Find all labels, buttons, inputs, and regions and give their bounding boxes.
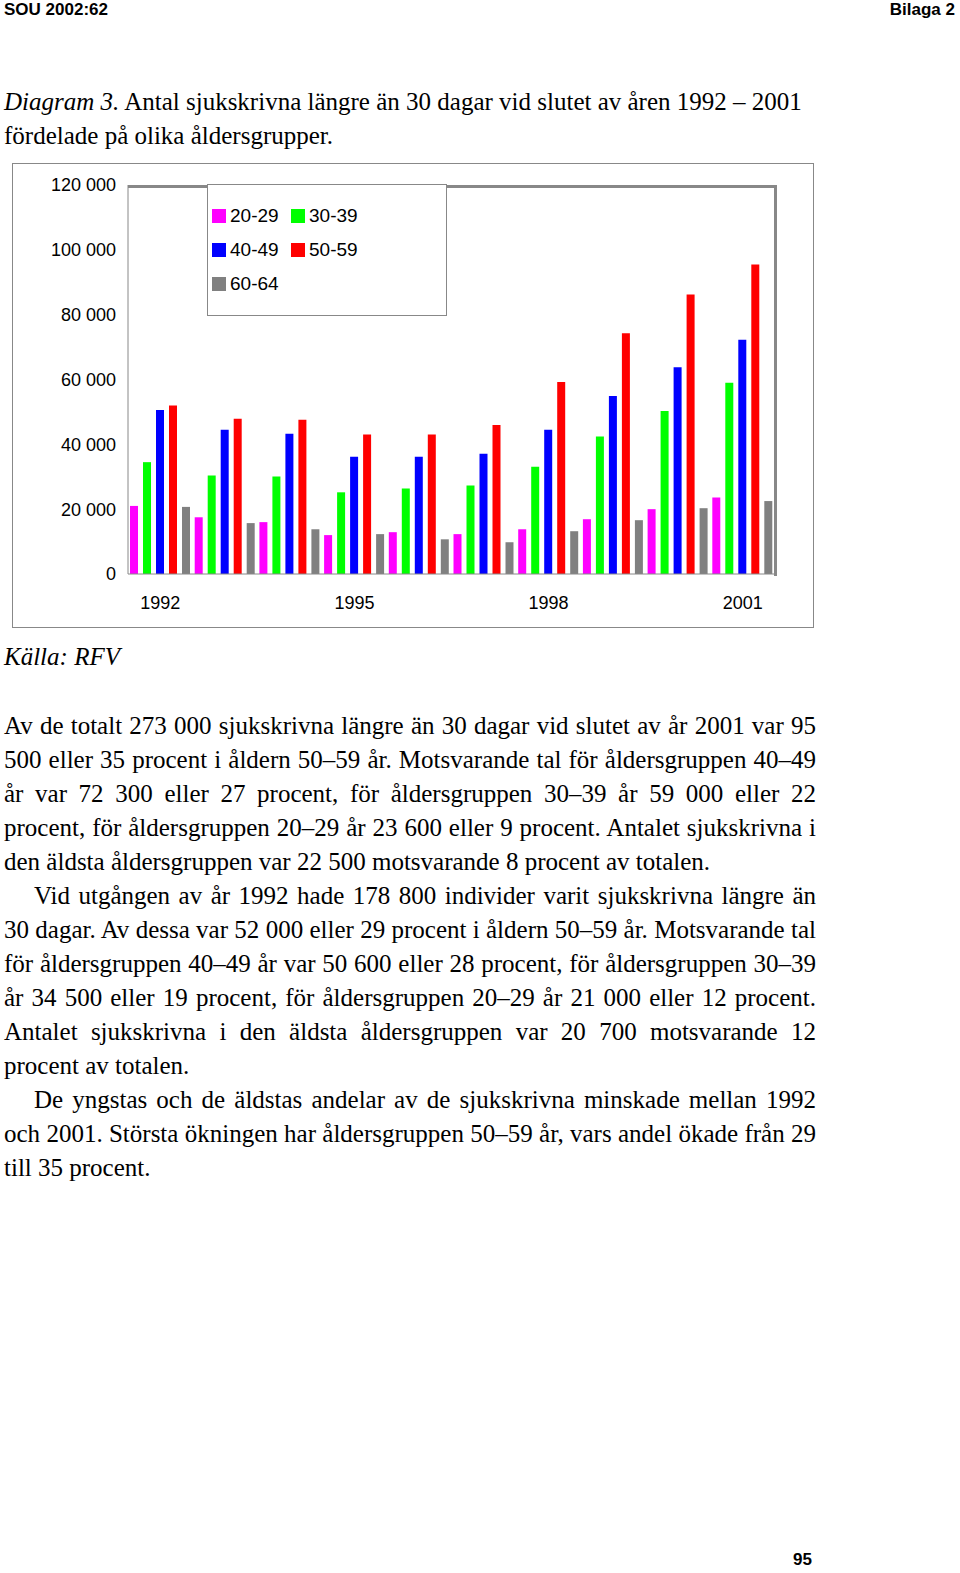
html-text:Av de totalt 273 000 sjukskriv: Av de totalt 273 000 sjukskrivna längre … (4, 712, 816, 875)
svg-text:80 000: 80 000 (61, 305, 116, 325)
html-text:40-49: 40-49 (230, 239, 279, 260)
html-text:SOU 2002:62: SOU 2002:62 (4, 0, 108, 19)
svg-text:0: 0 (106, 564, 116, 584)
html-text:30-39: 30-39 (309, 205, 358, 226)
html-text:De yngstas och de äldstas ande: De yngstas och de äldstas andelar av de … (4, 1086, 816, 1181)
html-text:60-64: 60-64 (230, 273, 279, 294)
svg-text:120 000: 120 000 (51, 175, 116, 195)
svg-text:20 000: 20 000 (61, 500, 116, 520)
svg-text:1998: 1998 (529, 593, 569, 613)
svg-text:1992: 1992 (140, 593, 180, 613)
html-text:95: 95 (793, 1550, 812, 1569)
html-text:Bilaga 2: Bilaga 2 (889, 0, 955, 19)
svg-text:60 000: 60 000 (61, 370, 116, 390)
svg-text:100 000: 100 000 (51, 240, 116, 260)
svg-text:1995: 1995 (334, 593, 374, 613)
html-text:Diagram 3. Antal sjukskrivna l: Diagram 3. Antal sjukskrivna längre än 3… (4, 88, 802, 149)
html-text:Källa: RFV: Källa: RFV (4, 643, 120, 670)
html-text:50-59: 50-59 (309, 239, 358, 260)
html-text:20-29: 20-29 (230, 205, 279, 226)
svg-text:2001: 2001 (723, 593, 763, 613)
html-text:Vid utgången av år 1992 hade 1: Vid utgången av år 1992 hade 178 800 ind… (4, 882, 816, 1079)
svg-text:40 000: 40 000 (61, 435, 116, 455)
